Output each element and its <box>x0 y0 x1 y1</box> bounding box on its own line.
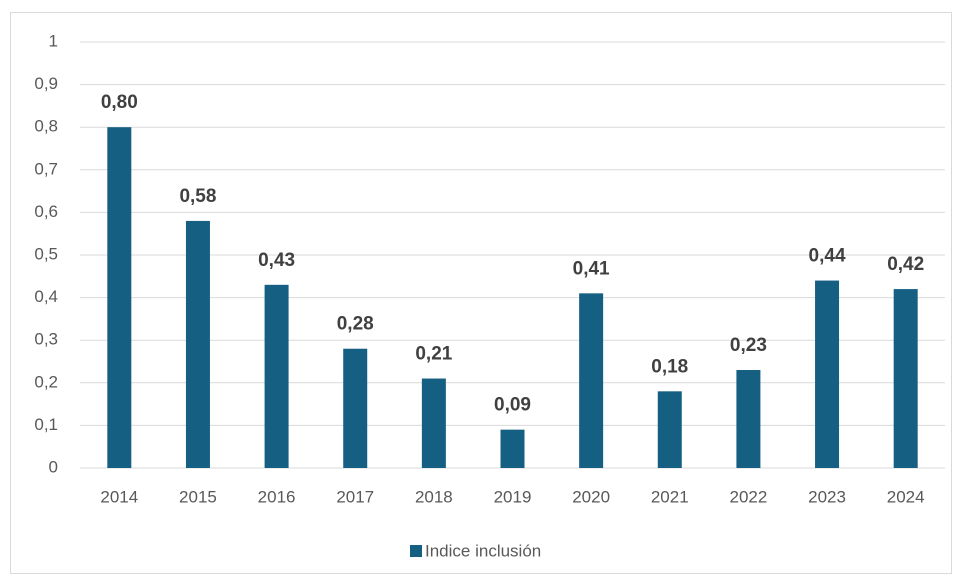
data-label: 0,18 <box>651 356 688 377</box>
y-tick-label: 0 <box>49 457 58 476</box>
legend-swatch <box>410 545 422 557</box>
y-tick-label: 0,5 <box>34 244 58 263</box>
bar <box>893 289 918 468</box>
bar <box>657 391 682 468</box>
data-label: 0,41 <box>573 258 610 279</box>
bar <box>736 370 761 468</box>
y-tick-label: 0,2 <box>34 372 58 391</box>
y-tick-label: 0,7 <box>34 159 58 178</box>
x-tick-label: 2024 <box>887 487 925 506</box>
bar <box>264 284 289 468</box>
data-label: 0,42 <box>887 254 924 275</box>
x-tick-label: 2015 <box>179 487 217 506</box>
data-label: 0,80 <box>101 92 138 113</box>
data-label: 0,09 <box>494 395 531 416</box>
bar <box>579 293 604 468</box>
data-label: 0,44 <box>809 246 846 267</box>
x-tick-label: 2023 <box>808 487 846 506</box>
bar <box>421 378 446 468</box>
data-label: 0,28 <box>337 314 374 335</box>
chart-frame <box>10 12 952 574</box>
x-tick-label: 2016 <box>258 487 296 506</box>
data-label: 0,21 <box>415 344 452 365</box>
bar <box>343 348 368 468</box>
x-tick-label: 2019 <box>494 487 532 506</box>
bar <box>815 280 840 468</box>
y-tick-label: 0,4 <box>34 287 58 306</box>
bar <box>107 127 132 468</box>
bar <box>185 220 210 468</box>
x-tick-label: 2021 <box>651 487 689 506</box>
y-tick-label: 0,1 <box>34 415 58 434</box>
x-tick-label: 2014 <box>100 487 138 506</box>
data-label: 0,58 <box>179 186 216 207</box>
data-label: 0,23 <box>730 335 767 356</box>
y-tick-label: 0,3 <box>34 330 58 349</box>
x-tick-label: 2020 <box>572 487 610 506</box>
legend-label: Indice inclusión <box>425 541 541 560</box>
y-tick-label: 0,6 <box>34 202 58 221</box>
y-tick-label: 1 <box>49 31 58 50</box>
x-tick-label: 2018 <box>415 487 453 506</box>
x-tick-label: 2017 <box>336 487 374 506</box>
y-tick-label: 0,8 <box>34 117 58 136</box>
y-tick-label: 0,9 <box>34 74 58 93</box>
x-tick-label: 2022 <box>729 487 767 506</box>
bar <box>500 429 525 468</box>
data-label: 0,43 <box>258 250 295 271</box>
